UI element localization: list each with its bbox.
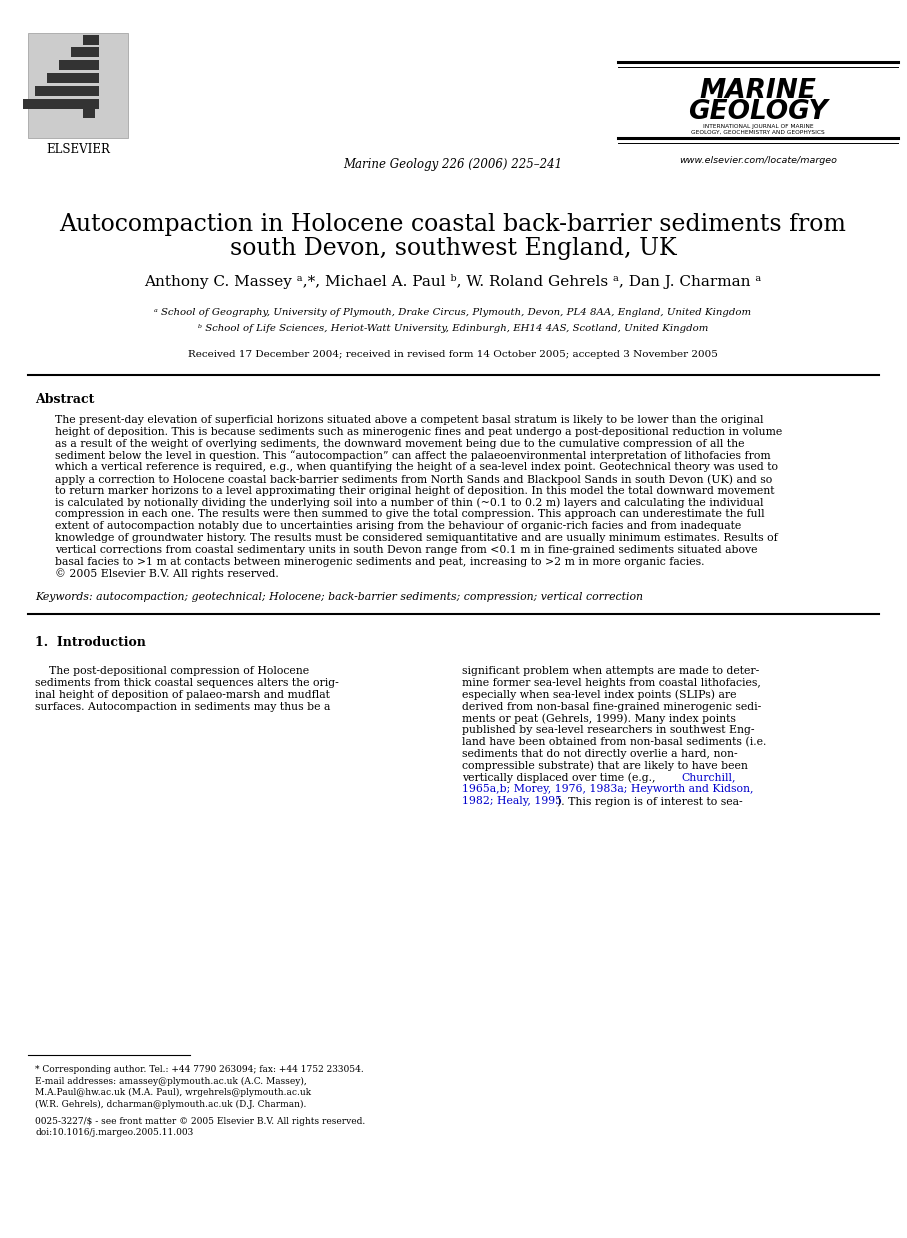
Text: The post-depositional compression of Holocene: The post-depositional compression of Hol… xyxy=(35,666,309,676)
Text: Marine Geology 226 (2006) 225–241: Marine Geology 226 (2006) 225–241 xyxy=(344,158,562,171)
Text: 1982; Healy, 1995: 1982; Healy, 1995 xyxy=(462,796,562,806)
Text: MARINE: MARINE xyxy=(699,78,816,104)
Text: Keywords: autocompaction; geotechnical; Holocene; back-barrier sediments; compre: Keywords: autocompaction; geotechnical; … xyxy=(35,592,643,602)
Text: doi:10.1016/j.margeo.2005.11.003: doi:10.1016/j.margeo.2005.11.003 xyxy=(35,1128,193,1136)
Text: is calculated by notionally dividing the underlying soil into a number of thin (: is calculated by notionally dividing the… xyxy=(55,498,764,508)
Text: south Devon, southwest England, UK: south Devon, southwest England, UK xyxy=(229,236,677,260)
Text: 1.  Introduction: 1. Introduction xyxy=(35,636,146,649)
Bar xyxy=(28,33,128,137)
Text: * Corresponding author. Tel.: +44 7790 263094; fax: +44 1752 233054.: * Corresponding author. Tel.: +44 7790 2… xyxy=(35,1065,364,1075)
Text: derived from non-basal fine-grained minerogenic sedi-: derived from non-basal fine-grained mine… xyxy=(462,702,761,712)
Text: ᵃ School of Geography, University of Plymouth, Drake Circus, Plymouth, Devon, PL: ᵃ School of Geography, University of Ply… xyxy=(154,308,752,317)
Text: sediments from thick coastal sequences alters the orig-: sediments from thick coastal sequences a… xyxy=(35,678,338,688)
Text: The present-day elevation of superficial horizons situated above a competent bas: The present-day elevation of superficial… xyxy=(55,415,764,425)
Bar xyxy=(59,59,99,71)
Bar xyxy=(83,35,99,45)
Text: published by sea-level researchers in southwest Eng-: published by sea-level researchers in so… xyxy=(462,725,755,735)
Text: surfaces. Autocompaction in sediments may thus be a: surfaces. Autocompaction in sediments ma… xyxy=(35,702,330,712)
Text: (W.R. Gehrels), dcharman@plymouth.ac.uk (D.J. Charman).: (W.R. Gehrels), dcharman@plymouth.ac.uk … xyxy=(35,1099,307,1108)
Bar xyxy=(23,99,99,109)
Text: knowledge of groundwater history. The results must be considered semiquantitativ: knowledge of groundwater history. The re… xyxy=(55,534,777,543)
Text: apply a correction to Holocene coastal back-barrier sediments from North Sands a: apply a correction to Holocene coastal b… xyxy=(55,474,772,484)
Text: ᵇ School of Life Sciences, Heriot-Watt University, Edinburgh, EH14 4AS, Scotland: ᵇ School of Life Sciences, Heriot-Watt U… xyxy=(198,324,708,333)
Text: ments or peat (Gehrels, 1999). Many index points: ments or peat (Gehrels, 1999). Many inde… xyxy=(462,713,736,724)
Text: M.A.Paul@hw.ac.uk (M.A. Paul), wrgehrels@plymouth.ac.uk: M.A.Paul@hw.ac.uk (M.A. Paul), wrgehrels… xyxy=(35,1088,311,1097)
Text: significant problem when attempts are made to deter-: significant problem when attempts are ma… xyxy=(462,666,759,676)
Text: land have been obtained from non-basal sediments (i.e.: land have been obtained from non-basal s… xyxy=(462,737,766,748)
Text: INTERNATIONAL JOURNAL OF MARINE: INTERNATIONAL JOURNAL OF MARINE xyxy=(703,124,814,129)
Text: mine former sea-level heights from coastal lithofacies,: mine former sea-level heights from coast… xyxy=(462,678,761,688)
Text: extent of autocompaction notably due to uncertainties arising from the behaviour: extent of autocompaction notably due to … xyxy=(55,521,741,531)
Text: vertically displaced over time (e.g.,: vertically displaced over time (e.g., xyxy=(462,773,659,782)
Text: vertical corrections from coastal sedimentary units in south Devon range from <0: vertical corrections from coastal sedime… xyxy=(55,545,757,555)
Text: Churchill,: Churchill, xyxy=(681,773,736,782)
Text: height of deposition. This is because sediments such as minerogenic fines and pe: height of deposition. This is because se… xyxy=(55,427,782,437)
Text: Abstract: Abstract xyxy=(35,392,94,406)
Text: basal facies to >1 m at contacts between minerogenic sediments and peat, increas: basal facies to >1 m at contacts between… xyxy=(55,557,705,567)
Bar xyxy=(71,47,99,57)
Bar xyxy=(83,100,95,118)
Text: as a result of the weight of overlying sediments, the downward movement being du: as a result of the weight of overlying s… xyxy=(55,438,745,448)
Text: Autocompaction in Holocene coastal back-barrier sediments from: Autocompaction in Holocene coastal back-… xyxy=(60,213,846,236)
Text: GEOLOGY, GEOCHEMISTRY AND GEOPHYSICS: GEOLOGY, GEOCHEMISTRY AND GEOPHYSICS xyxy=(691,130,824,135)
Text: www.elsevier.com/locate/margeo: www.elsevier.com/locate/margeo xyxy=(679,156,837,165)
Text: especially when sea-level index points (SLIPs) are: especially when sea-level index points (… xyxy=(462,690,736,701)
Bar xyxy=(35,85,99,97)
Text: to return marker horizons to a level approximating their original height of depo: to return marker horizons to a level app… xyxy=(55,485,775,495)
Text: compression in each one. The results were then summed to give the total compress: compression in each one. The results wer… xyxy=(55,509,765,520)
Text: E-mail addresses: amassey@plymouth.ac.uk (A.C. Massey),: E-mail addresses: amassey@plymouth.ac.uk… xyxy=(35,1077,307,1086)
Text: which a vertical reference is required, e.g., when quantifying the height of a s: which a vertical reference is required, … xyxy=(55,462,778,472)
Text: sediment below the level in question. This “autocompaction” can affect the palae: sediment below the level in question. Th… xyxy=(55,451,771,462)
Text: ELSEVIER: ELSEVIER xyxy=(46,144,110,156)
Text: 0025-3227/$ - see front matter © 2005 Elsevier B.V. All rights reserved.: 0025-3227/$ - see front matter © 2005 El… xyxy=(35,1117,366,1127)
Text: © 2005 Elsevier B.V. All rights reserved.: © 2005 Elsevier B.V. All rights reserved… xyxy=(55,568,278,579)
Text: inal height of deposition of palaeo-marsh and mudflat: inal height of deposition of palaeo-mars… xyxy=(35,690,330,699)
Text: Received 17 December 2004; received in revised form 14 October 2005; accepted 3 : Received 17 December 2004; received in r… xyxy=(188,350,718,359)
Bar xyxy=(47,73,99,83)
Text: 1965a,b; Morey, 1976, 1983a; Heyworth and Kidson,: 1965a,b; Morey, 1976, 1983a; Heyworth an… xyxy=(462,784,754,795)
Text: GEOLOGY: GEOLOGY xyxy=(688,99,828,125)
Text: Anthony C. Massey ᵃ,*, Michael A. Paul ᵇ, W. Roland Gehrels ᵃ, Dan J. Charman ᵃ: Anthony C. Massey ᵃ,*, Michael A. Paul ᵇ… xyxy=(144,274,762,288)
Text: sediments that do not directly overlie a hard, non-: sediments that do not directly overlie a… xyxy=(462,749,737,759)
Text: compressible substrate) that are likely to have been: compressible substrate) that are likely … xyxy=(462,760,748,771)
Text: ). This region is of interest to sea-: ). This region is of interest to sea- xyxy=(557,796,743,807)
